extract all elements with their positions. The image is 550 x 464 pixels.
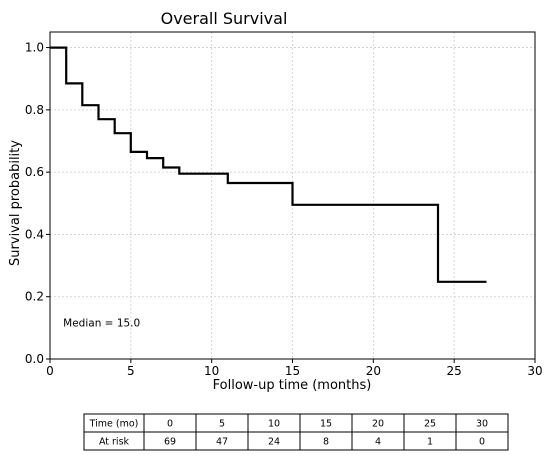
risk-table-at-risk-cell: 24: [268, 437, 280, 448]
y-tick-label: 1.0: [25, 41, 44, 55]
risk-table-time-cell: 5: [219, 419, 225, 430]
x-tick-label: 25: [447, 364, 462, 378]
x-tick-label: 15: [285, 364, 300, 378]
risk-table-time-cell: 25: [424, 419, 436, 430]
risk-table-at-risk-cell: 4: [375, 437, 381, 448]
risk-table-time-cell: 20: [372, 419, 384, 430]
risk-table-at-risk-cell: 1: [427, 437, 433, 448]
risk-table-time-cell: 15: [320, 419, 332, 430]
risk-table-at-risk-cell: 8: [323, 437, 329, 448]
risk-table-at-risk-cell: 69: [164, 437, 176, 448]
x-axis-label: Follow-up time (months): [213, 378, 372, 393]
risk-table-header-label: Time (mo): [89, 419, 139, 430]
x-tick-label: 20: [366, 364, 381, 378]
risk-table-at-risk-cell: 0: [479, 437, 485, 448]
risk-table: Time (mo) At risk 0 69 5 47 10 24 15 8 20 4 25 1 30 0: [83, 413, 509, 451]
x-tick-label: 5: [127, 364, 135, 378]
x-tick-label: 0: [46, 364, 54, 378]
risk-table-at-risk-cell: 47: [216, 437, 228, 448]
median-annotation: Median = 15.0: [63, 317, 140, 329]
risk-table-time-cell: 30: [476, 419, 488, 430]
tick-marks: 0 5 10 15 20 25 30 0.0 0.2 0.4 0.6 0.8 1.0: [25, 41, 543, 378]
y-tick-label: 0.6: [25, 165, 44, 179]
y-tick-label: 0.4: [25, 227, 44, 241]
risk-table-row-label: At risk: [99, 437, 130, 448]
y-tick-label: 0.2: [25, 290, 44, 304]
y-tick-label: 0.8: [25, 103, 44, 117]
y-axis-label: Survival probability: [8, 140, 23, 266]
survival-curves: [50, 46, 487, 283]
y-tick-label: 0.0: [25, 352, 44, 366]
x-tick-label: 10: [204, 364, 219, 378]
x-tick-label: 30: [527, 364, 542, 378]
risk-table-time-cell: 10: [268, 419, 280, 430]
risk-table-time-cell: 0: [167, 419, 173, 430]
chart-title: Overall Survival: [161, 9, 288, 28]
survival-curve-line: [50, 46, 487, 283]
annotations: Median = 15.0: [63, 317, 140, 329]
